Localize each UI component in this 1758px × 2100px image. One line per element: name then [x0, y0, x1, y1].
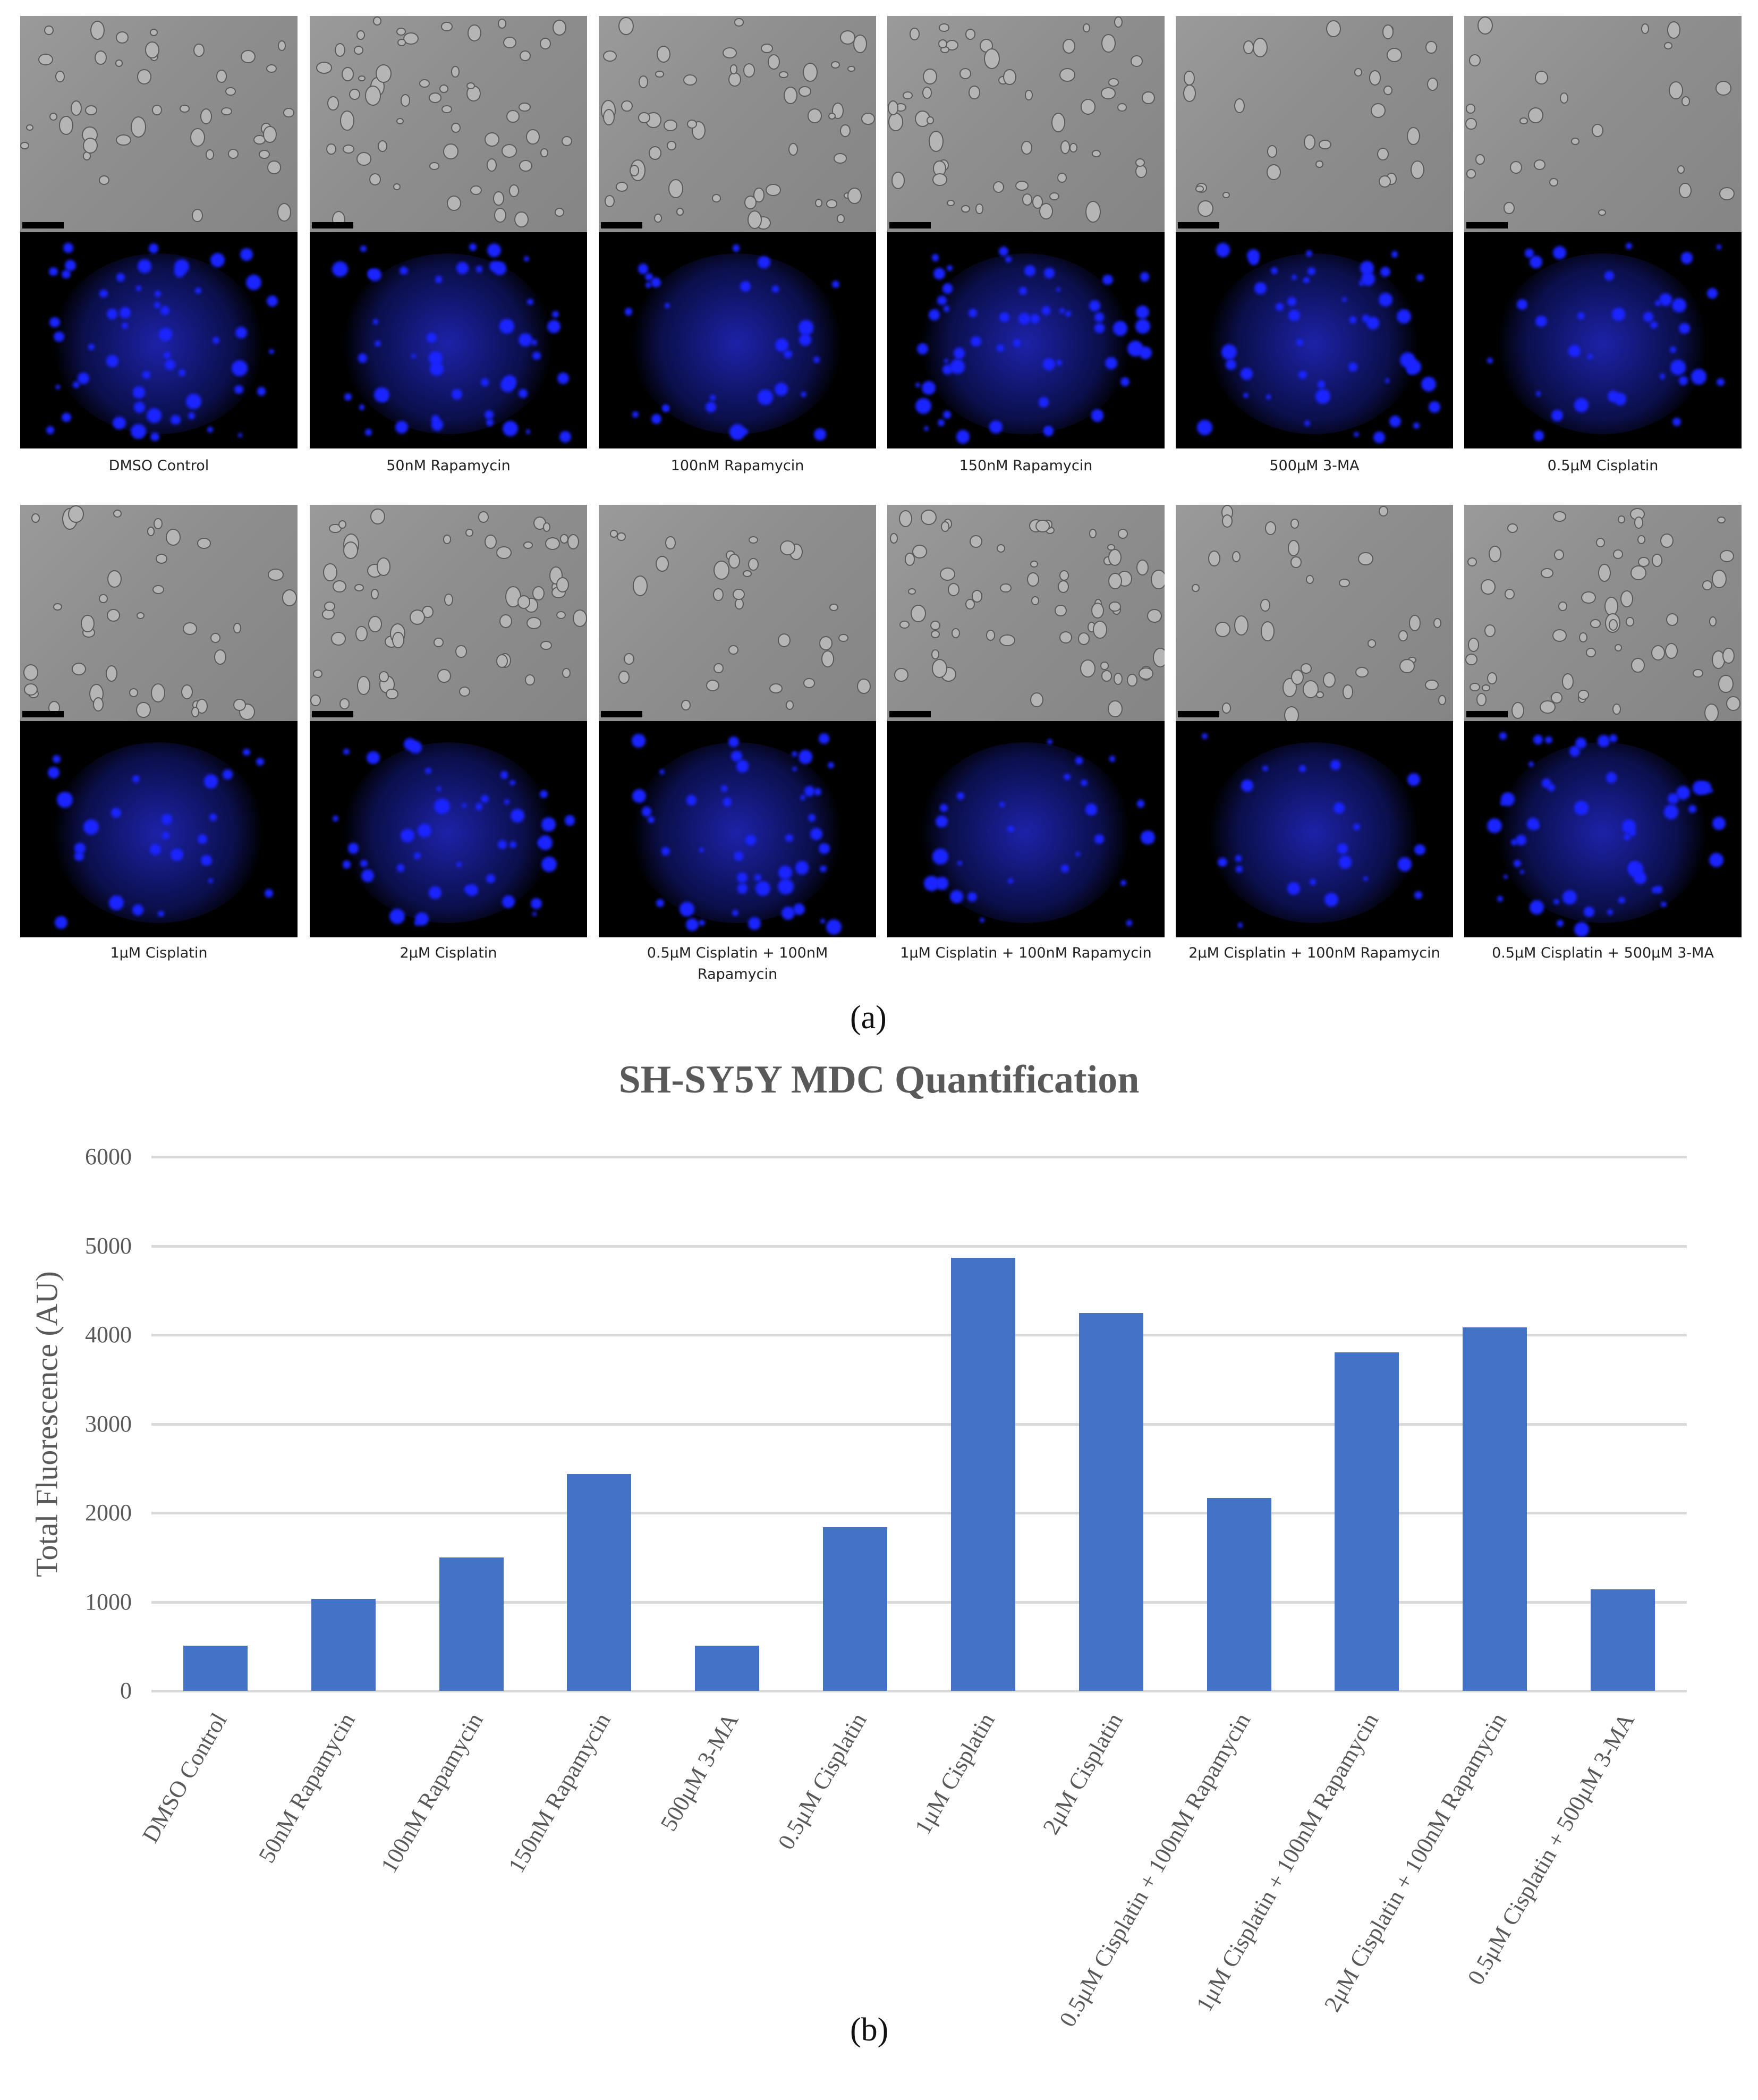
y-tick-label: 3000	[85, 1410, 132, 1437]
bar	[311, 1599, 376, 1691]
microscopy-panel	[1464, 505, 1742, 937]
microscopy-caption: 150nM Rapamycin	[959, 458, 1093, 474]
x-tick-label: 2μM Cisplatin	[1037, 1708, 1128, 1839]
microscopy-caption: 0.5μM Cisplatin + 100nM Rapamycin	[647, 945, 828, 983]
x-tick-label: 500μM 3-MA	[655, 1708, 744, 1835]
microscopy-caption: 1μM Cisplatin + 100nM Rapamycin	[900, 945, 1152, 961]
bar	[823, 1527, 888, 1691]
brightfield-image	[599, 505, 876, 721]
y-tick-label: 0	[120, 1678, 132, 1704]
microscopy-caption: 0.5μM Cisplatin	[1547, 458, 1659, 474]
microscopy-panel	[599, 505, 876, 937]
gridline	[151, 1512, 1687, 1514]
microscopy-caption: 0.5μM Cisplatin + 500μM 3-MA	[1492, 945, 1714, 961]
y-tick-label: 4000	[85, 1322, 132, 1348]
bar	[1335, 1352, 1399, 1691]
panel-b-label: (b)	[850, 2012, 889, 2048]
bar	[567, 1474, 632, 1691]
microscopy-panel	[1464, 16, 1742, 448]
microscopy-panel	[20, 16, 298, 448]
brightfield-image	[1464, 16, 1742, 232]
x-tick-label: DMSO Control	[137, 1708, 232, 1847]
fluorescence-image	[20, 721, 298, 937]
fluorescence-image	[1176, 232, 1453, 448]
scale-bar	[1466, 222, 1508, 228]
scale-bar	[1466, 711, 1508, 717]
scale-bar	[22, 711, 64, 717]
brightfield-image	[310, 505, 587, 721]
fluorescence-image	[310, 232, 587, 448]
scale-bar	[601, 711, 642, 717]
scale-bar	[312, 222, 353, 228]
microscopy-panel	[20, 505, 298, 937]
brightfield-image	[20, 16, 298, 232]
x-tick-label: 150nM Rapamycin	[503, 1708, 616, 1877]
scale-bar	[889, 222, 931, 228]
microscopy-panel	[1176, 505, 1453, 937]
y-tick-label: 1000	[85, 1588, 132, 1615]
bar	[439, 1557, 504, 1691]
gridline	[151, 1156, 1687, 1158]
microscopy-caption: 500μM 3-MA	[1269, 458, 1360, 474]
x-tick-label: 1μM Cisplatin	[909, 1708, 1000, 1839]
gridline	[151, 1244, 1687, 1248]
y-tick-label: 6000	[85, 1144, 132, 1170]
microscopy-caption: 2μM Cisplatin + 100nM Rapamycin	[1188, 945, 1440, 961]
fluorescence-image	[1176, 721, 1453, 937]
fluorescence-image	[20, 232, 298, 448]
fluorescence-image	[1464, 232, 1742, 448]
bar	[1207, 1497, 1271, 1691]
microscopy-caption: 1μM Cisplatin	[110, 945, 208, 961]
x-tick-label: 100nM Rapamycin	[375, 1708, 488, 1877]
scale-bar	[312, 711, 353, 717]
microscopy-caption: DMSO Control	[108, 458, 209, 474]
scale-bar	[889, 711, 931, 717]
gridline	[151, 1422, 1687, 1426]
brightfield-image	[1176, 505, 1453, 721]
y-axis-label: Total Fluorescence (AU)	[29, 1271, 64, 1577]
y-tick-label: 2000	[85, 1500, 132, 1526]
brightfield-image	[1176, 16, 1453, 232]
microscopy-panel	[887, 16, 1165, 448]
scale-bar	[22, 222, 64, 228]
scale-bar	[1178, 711, 1219, 717]
microscopy-panel	[310, 505, 587, 937]
brightfield-image	[599, 16, 876, 232]
gridline	[151, 1690, 1687, 1692]
microscopy-panel	[599, 16, 876, 448]
fluorescence-image	[599, 721, 876, 937]
bar	[1463, 1327, 1527, 1691]
microscopy-panel	[310, 16, 587, 448]
x-tick-label: 50nM Rapamycin	[253, 1708, 360, 1867]
brightfield-image	[887, 505, 1165, 721]
bar	[1591, 1589, 1655, 1691]
y-tick-label: 5000	[85, 1232, 132, 1259]
microscopy-caption: 2μM Cisplatin	[400, 945, 497, 961]
chart-title: SH-SY5Y MDC Quantification	[618, 1058, 1140, 1102]
scale-bar	[1178, 222, 1219, 228]
panel-a-label: (a)	[850, 1000, 887, 1036]
fluorescence-image	[1464, 721, 1742, 937]
brightfield-image	[20, 505, 298, 721]
x-tick-label: 0.5μM Cisplatin	[772, 1708, 872, 1854]
microscopy-caption: 50nM Rapamycin	[386, 458, 511, 474]
brightfield-image	[310, 16, 587, 232]
fluorescence-image	[887, 232, 1165, 448]
microscopy-caption: 100nM Rapamycin	[670, 458, 804, 474]
microscopy-panel	[1176, 16, 1453, 448]
scale-bar	[601, 222, 642, 228]
brightfield-image	[887, 16, 1165, 232]
bar	[183, 1646, 248, 1691]
gridline	[151, 1334, 1687, 1336]
brightfield-image	[1464, 505, 1742, 721]
bar	[1078, 1313, 1143, 1691]
bar	[695, 1646, 760, 1691]
gridline	[151, 1601, 1687, 1604]
microscopy-panel	[887, 505, 1165, 937]
bar	[950, 1258, 1015, 1691]
fluorescence-image	[310, 721, 587, 937]
fluorescence-image	[599, 232, 876, 448]
fluorescence-image	[887, 721, 1165, 937]
